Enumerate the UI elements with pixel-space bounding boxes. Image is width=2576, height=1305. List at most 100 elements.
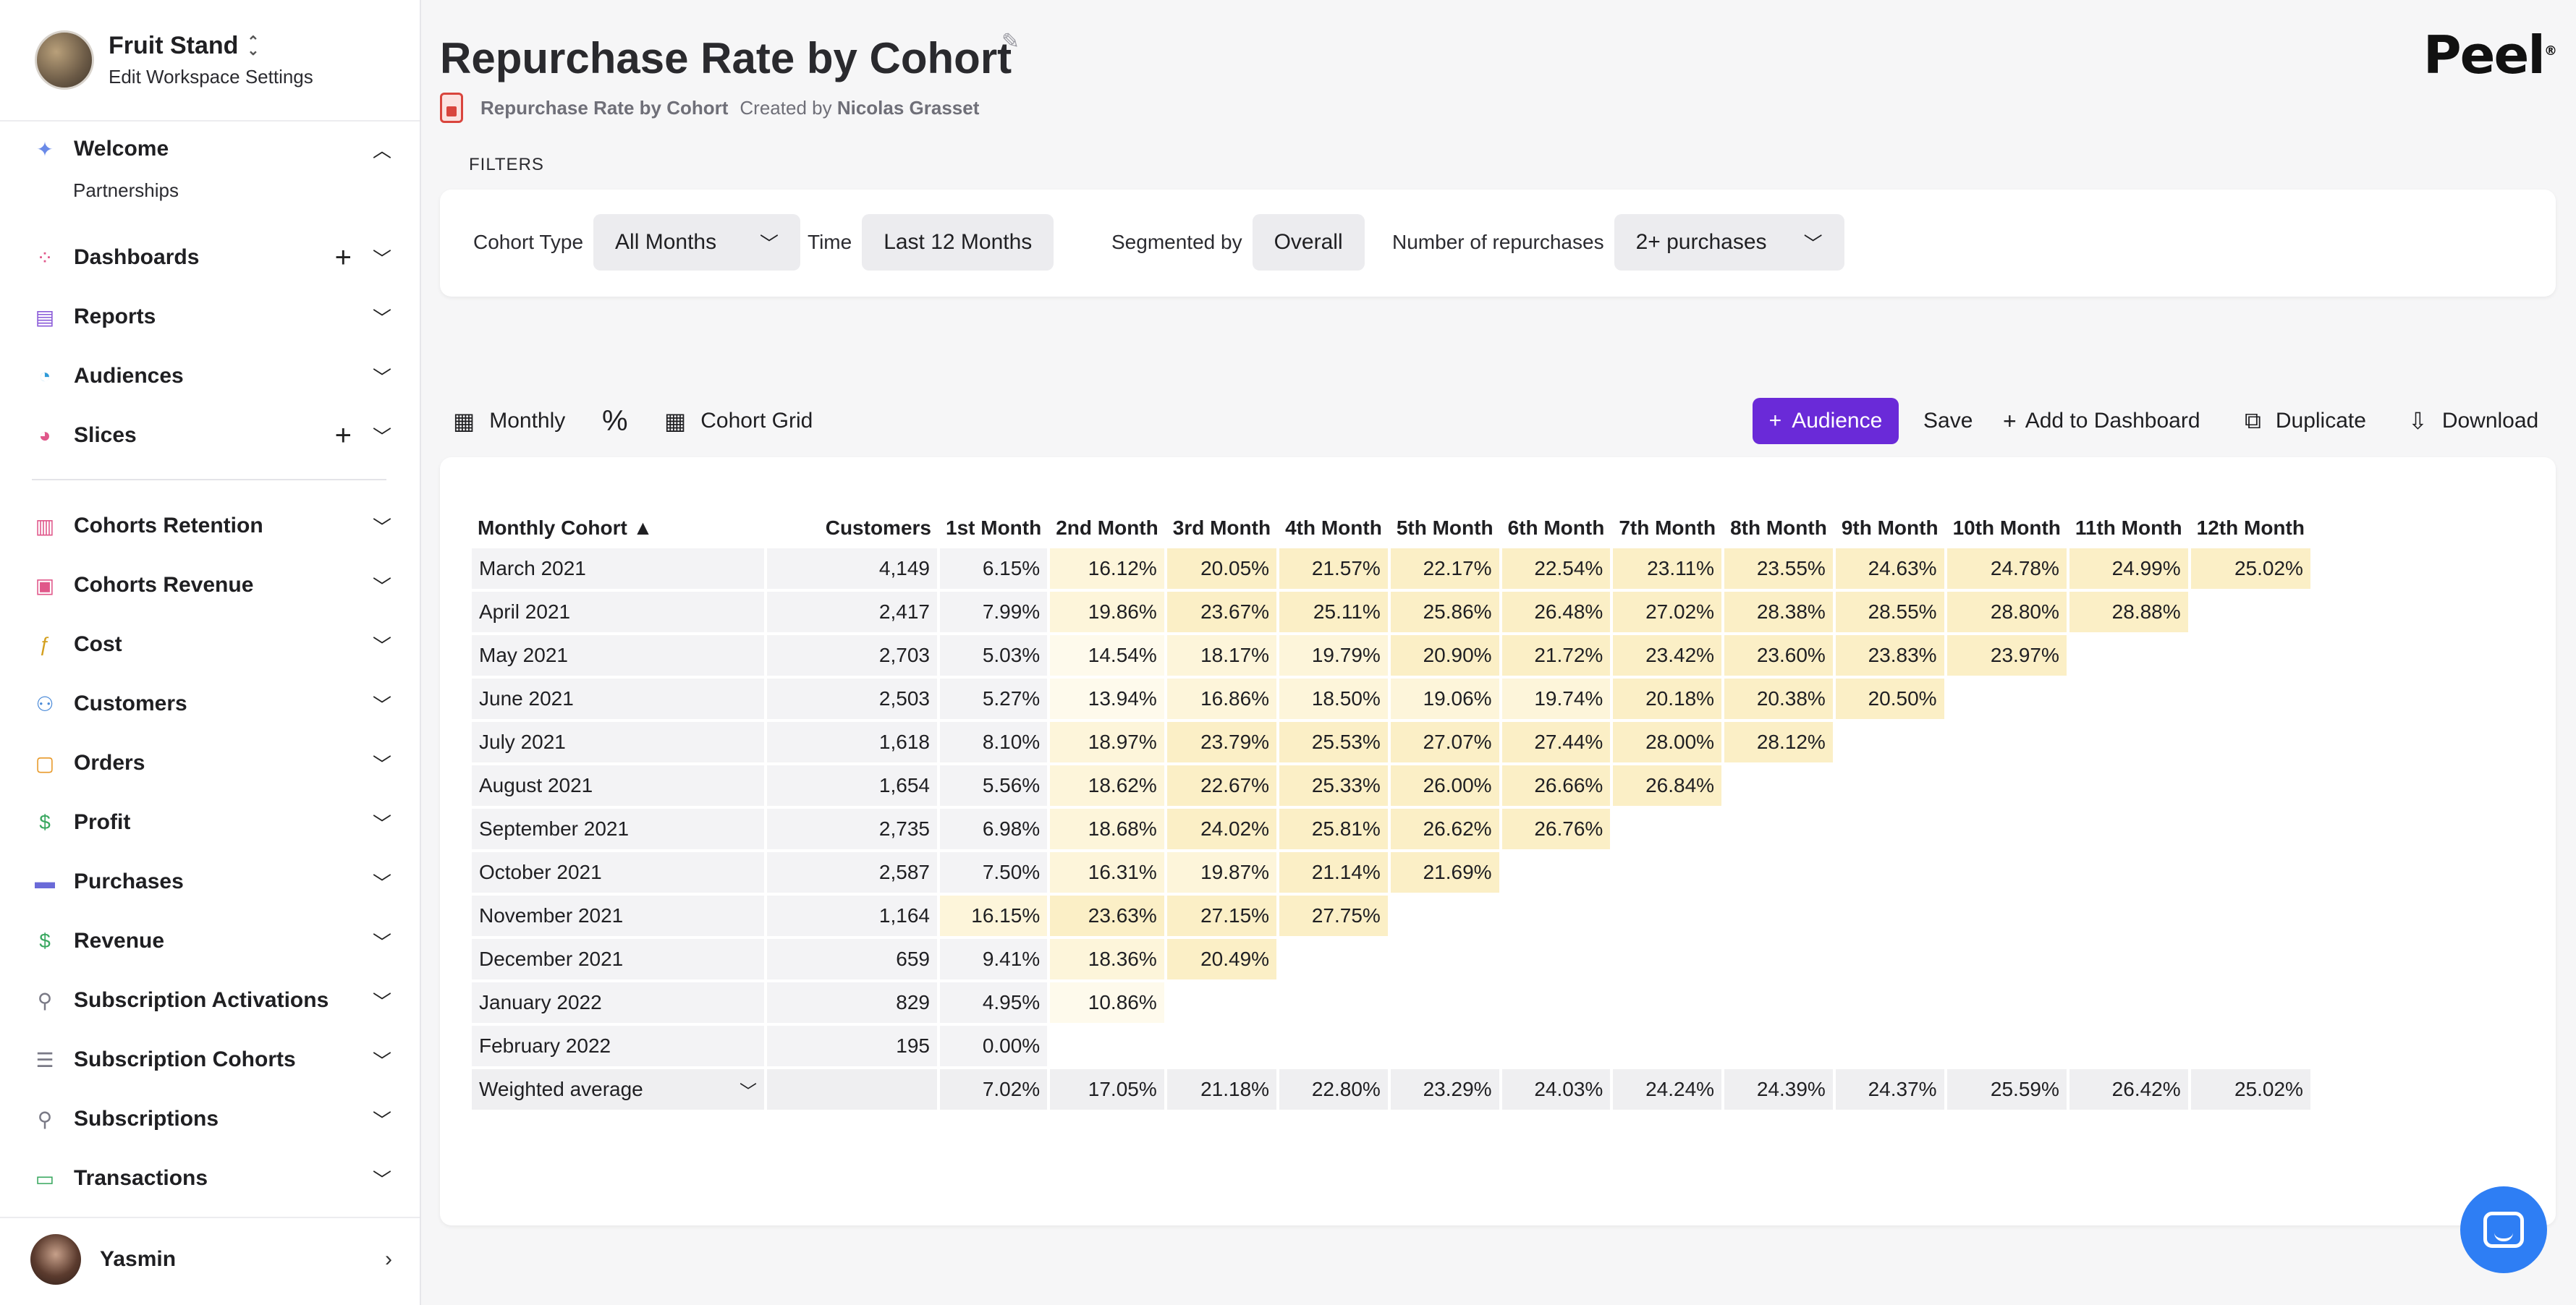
column-header[interactable]: 6th Month xyxy=(1507,517,1605,539)
chevron-up-icon[interactable]: ︿ xyxy=(372,139,391,161)
empty-cell xyxy=(1946,939,2067,982)
sidebar-item-subscription-activations[interactable]: ⚲ Subscription Activations ﹀ xyxy=(32,980,394,1021)
column-header[interactable]: 1st Month xyxy=(946,517,1042,539)
workspace-switcher[interactable]: Fruit Stand ⌃ ⌄ Edit Workspace Settings xyxy=(35,27,313,93)
sidebar-item-slices[interactable]: ◕ Slices + ﹀ xyxy=(32,415,394,456)
column-header[interactable]: 3rd Month xyxy=(1172,517,1271,539)
sidebar-item-subscriptions[interactable]: ⚲ Subscriptions ﹀ xyxy=(32,1099,394,1139)
sidebar-item-transactions[interactable]: ▭ Transactions ﹀ xyxy=(32,1158,394,1199)
chevron-down-icon[interactable]: ﹀ xyxy=(372,247,391,270)
rate-cell: 20.38% xyxy=(1724,679,1833,722)
column-header[interactable]: 9th Month xyxy=(1841,517,1939,539)
sidebar-item-cohorts-revenue[interactable]: ▣ Cohorts Revenue ﹀ xyxy=(32,565,394,605)
rate-cell: 23.60% xyxy=(1724,635,1833,679)
chevron-down-icon[interactable]: ﹀ xyxy=(372,425,391,448)
sidebar-item-audiences[interactable]: ◔ Audiences ﹀ xyxy=(32,356,394,396)
copy-icon: ⧉ xyxy=(2245,407,2261,433)
people-icon: ⚇ xyxy=(35,692,54,715)
chevron-down-icon[interactable]: ﹀ xyxy=(372,1168,391,1191)
column-header[interactable]: 11th Month xyxy=(2075,517,2182,539)
column-header[interactable]: 4th Month xyxy=(1285,517,1382,539)
chevron-down-icon[interactable]: ﹀ xyxy=(372,575,391,598)
chevron-down-icon[interactable]: ﹀ xyxy=(372,872,391,894)
nav-welcome[interactable]: ✦ Welcome ︿ xyxy=(32,129,394,169)
author-name: Nicolas Grasset xyxy=(836,96,980,119)
chevron-down-icon[interactable]: ﹀ xyxy=(372,694,391,716)
avg-cell: 26.42% xyxy=(2069,1069,2188,1113)
add-icon[interactable]: + xyxy=(334,419,352,451)
edit-workspace-link[interactable]: Edit Workspace Settings xyxy=(109,66,313,88)
sidebar-item-subscription-cohorts[interactable]: ☰ Subscription Cohorts ﹀ xyxy=(32,1040,394,1080)
chevron-down-icon[interactable]: ﹀ xyxy=(372,634,391,657)
sidebar-item-purchases[interactable]: ▬ Purchases ﹀ xyxy=(32,862,394,902)
rate-cell: 24.78% xyxy=(1946,548,2067,592)
rate-cell: 27.02% xyxy=(1613,592,1722,635)
sidebar-item-reports[interactable]: ▤ Reports ﹀ xyxy=(32,297,394,337)
sidebar-item-dashboards[interactable]: ⁘ Dashboards + ﹀ xyxy=(32,237,394,278)
chevron-down-icon[interactable]: ﹀ xyxy=(372,307,391,329)
rate-cell: 25.11% xyxy=(1279,592,1388,635)
column-header[interactable]: 10th Month xyxy=(1952,517,2061,539)
audience-button[interactable]: + Audience xyxy=(1753,398,1899,444)
add-icon[interactable]: + xyxy=(334,241,352,273)
segmented-select[interactable]: Overall xyxy=(1252,214,1365,271)
avg-cell: 24.24% xyxy=(1613,1069,1722,1113)
empty-cell xyxy=(2190,896,2310,939)
column-header[interactable]: Customers xyxy=(825,517,931,539)
filter-segmented: Segmented by Overall xyxy=(1111,214,1365,271)
weighted-average-select[interactable]: Weighted average ﹀ xyxy=(472,1069,764,1113)
column-header[interactable]: 2nd Month xyxy=(1056,517,1158,539)
pencil-icon[interactable]: ✎ xyxy=(1001,30,1020,54)
empty-cell xyxy=(1279,982,1388,1026)
download-button[interactable]: ⇩ Download xyxy=(2408,396,2538,446)
empty-cell xyxy=(1724,896,1833,939)
rate-cell: 23.79% xyxy=(1166,722,1277,765)
chevron-down-icon[interactable]: ﹀ xyxy=(372,990,391,1013)
nav-partnerships[interactable]: Partnerships xyxy=(73,179,179,201)
chevron-down-icon[interactable]: ﹀ xyxy=(372,812,391,835)
column-header[interactable]: 5th Month xyxy=(1396,517,1494,539)
sidebar-item-revenue[interactable]: $ Revenue ﹀ xyxy=(32,921,394,961)
sidebar-item-customers[interactable]: ⚇ Customers ﹀ xyxy=(32,684,394,724)
table-row: August 2021 1,654 5.56% 18.62% 22.67% 25.33% 2… xyxy=(472,765,2310,809)
rate-cell: 13.94% xyxy=(1050,679,1164,722)
user-menu[interactable]: Yasmin › xyxy=(30,1234,392,1285)
time-select[interactable]: Last 12 Months xyxy=(862,214,1054,271)
chevron-down-icon[interactable]: ﹀ xyxy=(372,931,391,953)
sidebar-item-profit[interactable]: $ Profit ﹀ xyxy=(32,802,394,843)
function-icon: ƒ xyxy=(39,633,51,655)
cohort-cell: May 2021 xyxy=(472,635,764,679)
chevron-down-icon[interactable]: ﹀ xyxy=(372,516,391,538)
sidebar-item-cohorts-retention[interactable]: ▥ Cohorts Retention ﹀ xyxy=(32,506,394,546)
empty-cell xyxy=(1946,982,2067,1026)
rate-cell: 23.42% xyxy=(1613,635,1722,679)
column-header[interactable]: 12th Month xyxy=(2196,517,2305,539)
empty-cell xyxy=(2069,635,2188,679)
cohort-type-select[interactable]: All Months ﹀ xyxy=(593,214,801,271)
chat-launcher[interactable] xyxy=(2460,1186,2547,1273)
rate-cell: 14.54% xyxy=(1050,635,1164,679)
column-header[interactable]: 8th Month xyxy=(1730,517,1827,539)
chevron-down-icon[interactable]: ﹀ xyxy=(372,1050,391,1072)
rate-cell: 19.86% xyxy=(1050,592,1164,635)
sidebar-item-orders[interactable]: ▢ Orders ﹀ xyxy=(32,743,394,783)
chevron-down-icon[interactable]: ﹀ xyxy=(372,366,391,388)
cohort-grid-toggle[interactable]: ▦ Cohort Grid xyxy=(664,396,813,446)
chevron-down-icon[interactable]: ﹀ xyxy=(372,753,391,775)
rate-cell: 18.97% xyxy=(1050,722,1164,765)
add-to-dashboard-button[interactable]: + Add to Dashboard xyxy=(2003,396,2200,446)
repurchases-select[interactable]: 2+ purchases ﹀ xyxy=(1614,214,1844,271)
empty-cell xyxy=(1613,896,1722,939)
save-button[interactable]: Save xyxy=(1923,409,1973,433)
duplicate-button[interactable]: ⧉ Duplicate xyxy=(2245,396,2366,446)
sidebar-item-cost[interactable]: ƒ Cost ﹀ xyxy=(32,624,394,665)
download-icon: ⇩ xyxy=(2408,408,2428,434)
monthly-toggle[interactable]: ▦ Monthly xyxy=(453,396,565,446)
column-header[interactable]: 7th Month xyxy=(1619,517,1716,539)
empty-cell xyxy=(1050,1026,1164,1069)
percent-toggle[interactable]: % xyxy=(602,404,628,437)
column-header[interactable]: Monthly Cohort ▲ xyxy=(478,517,653,539)
chevron-down-icon[interactable]: ﹀ xyxy=(372,1109,391,1131)
empty-cell xyxy=(2190,592,2310,635)
customers-cell: 1,618 xyxy=(767,722,937,765)
